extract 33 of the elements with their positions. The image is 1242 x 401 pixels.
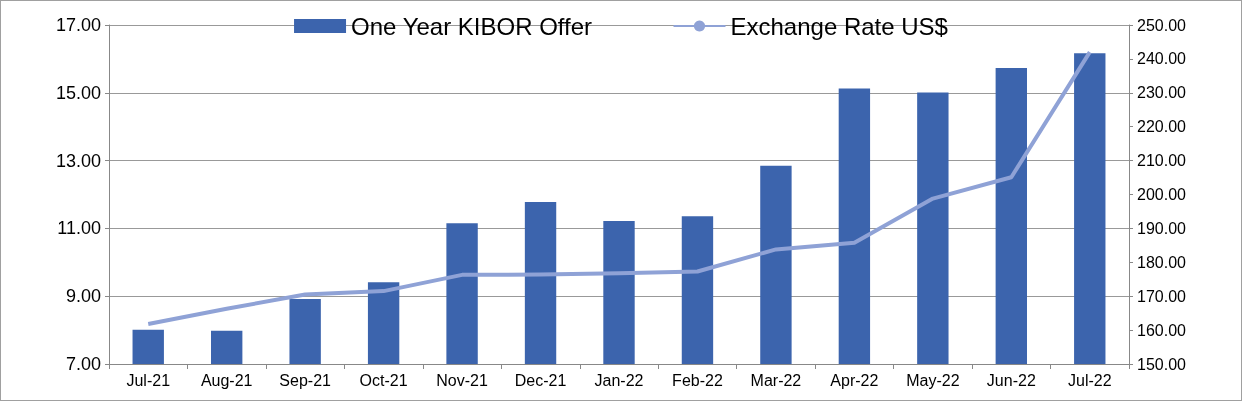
x-tick-label: Feb-22 <box>672 371 723 389</box>
y2-tick-label: 170.00 <box>1137 287 1187 305</box>
y-tick-label: 15.00 <box>55 82 101 103</box>
y2-tick-label: 220.00 <box>1137 118 1187 136</box>
x-tick-label: Jan-22 <box>594 371 644 389</box>
y-tick-label: 13.00 <box>55 150 101 171</box>
y2-tick-label: 200.00 <box>1137 186 1187 203</box>
x-tick-label: Sep-21 <box>279 371 332 389</box>
y2-tick-label: 150.00 <box>1137 355 1187 373</box>
y2-tick-label: 230.00 <box>1137 84 1187 102</box>
x-tick-label: Mar-22 <box>750 371 802 389</box>
y2-tick-label: 180.00 <box>1137 253 1187 271</box>
line-series <box>146 50 1092 326</box>
x-tick-label: Oct-21 <box>359 371 408 389</box>
y2-tick-label: 240.00 <box>1137 50 1187 68</box>
x-tick-label: Dec-21 <box>514 371 567 389</box>
x-tick-label: Aug-21 <box>200 371 253 389</box>
x-tick-label: Jul-22 <box>1067 371 1112 389</box>
x-tick-label: Apr-22 <box>830 371 879 389</box>
x-tick-label: Nov-21 <box>436 371 488 389</box>
y2-tick-label: 190.00 <box>1137 219 1187 237</box>
y2-tick-label: 160.00 <box>1137 321 1187 339</box>
y2-tick-label: 210.00 <box>1137 152 1187 170</box>
y-tick-label: 7.00 <box>65 354 101 374</box>
y2-tick-label: 250.00 <box>1137 16 1187 34</box>
x-tick-label: Jun-22 <box>986 371 1036 389</box>
legend-label: One Year KIBOR Offer <box>351 12 593 40</box>
legend-label: Exchange Rate US$ <box>730 12 948 40</box>
x-tick-label: Jul-21 <box>126 371 171 389</box>
x-tick-label: May-22 <box>906 371 960 389</box>
y-tick-label: 9.00 <box>65 286 101 307</box>
y-tick-label: 11.00 <box>57 218 101 239</box>
y-tick-label: 17.00 <box>55 15 101 35</box>
